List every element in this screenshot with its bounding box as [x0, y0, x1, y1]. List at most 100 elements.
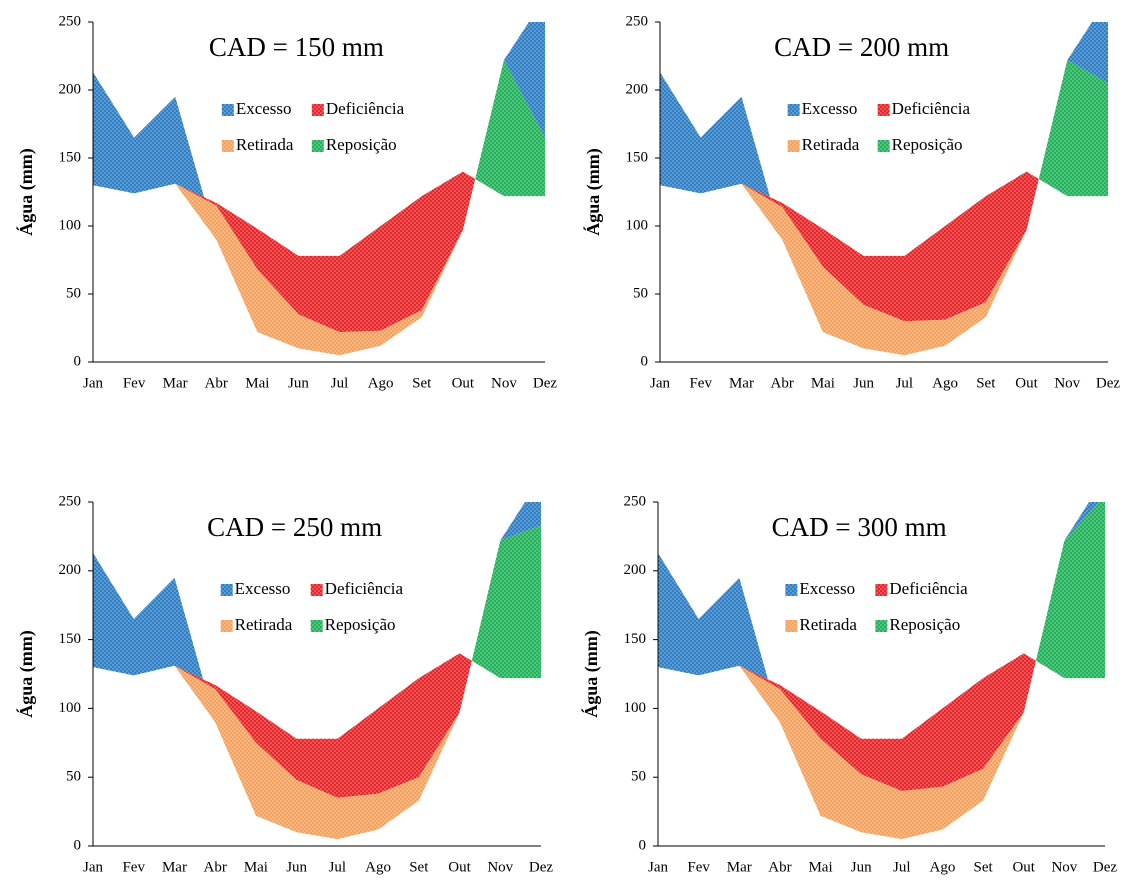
area-0 — [503, 22, 545, 138]
x-tick-label: Ago — [365, 859, 391, 875]
x-tick-label: Fev — [122, 859, 145, 875]
legend-swatch — [311, 140, 324, 152]
y-axis-label: Água (mm) — [582, 148, 604, 236]
legend-swatch — [220, 584, 233, 596]
legend-swatch — [877, 104, 890, 116]
y-tick-label: 100 — [624, 700, 647, 716]
x-tick-label: Out — [1015, 375, 1038, 391]
chart-panel: 0 50 100 150 200 250 Jan Fev Mar Abr Mai Jun Jul Ago S… — [580, 493, 1117, 875]
y-tick-label: 0 — [639, 837, 647, 853]
legend-label: Deficiência — [326, 99, 405, 118]
y-tick-label: 250 — [626, 13, 649, 29]
legend-swatch — [785, 620, 798, 632]
legend-swatch — [785, 584, 798, 596]
y-tick-label: 100 — [59, 217, 82, 233]
x-tick-label: Mar — [163, 375, 188, 391]
chart-panel: 0 50 100 150 200 250 Jan Fev Mar Abr Mai Jun Jul Ago S… — [15, 493, 553, 875]
y-axis-label: Água (mm) — [15, 630, 37, 718]
x-tick-label: Set — [412, 375, 432, 391]
x-tick-label: Mai — [245, 375, 269, 391]
area-1 — [739, 653, 1036, 791]
legend-swatch — [787, 140, 800, 152]
chart-title: CAD = 300 mm — [772, 512, 947, 542]
chart-title: CAD = 250 mm — [207, 512, 382, 542]
y-tick-label: 150 — [626, 149, 649, 165]
legend-label: Reposição — [326, 135, 397, 154]
x-tick-label: Jan — [83, 859, 103, 875]
x-tick-label: Jun — [853, 375, 874, 391]
y-axis-label: Água (mm) — [15, 148, 37, 236]
legend-swatch — [221, 104, 234, 116]
y-tick-label: 50 — [66, 285, 81, 301]
legend-label: Retirada — [235, 615, 293, 634]
x-tick-label: Jun — [851, 859, 872, 875]
chart-title: CAD = 150 mm — [209, 32, 384, 62]
area-2 — [739, 665, 1024, 840]
area-3 — [475, 60, 545, 197]
x-tick-label: Nov — [1051, 859, 1077, 875]
legend-label: Reposição — [889, 615, 960, 634]
y-tick-label: 150 — [624, 631, 647, 647]
x-tick-label: Dez — [533, 375, 557, 391]
area-0 — [1064, 502, 1099, 541]
area-0 — [500, 502, 541, 541]
area-2 — [175, 183, 463, 356]
x-tick-label: Out — [1012, 859, 1035, 875]
x-tick-label: Abr — [204, 859, 227, 875]
x-tick-label: Jul — [331, 375, 349, 391]
x-tick-label: Jul — [893, 859, 911, 875]
x-tick-label: Mar — [729, 375, 754, 391]
y-axis-label: Água (mm) — [580, 630, 602, 718]
y-tick-label: 0 — [74, 353, 82, 369]
x-tick-label: Abr — [205, 375, 228, 391]
legend-swatch — [787, 104, 800, 116]
area-1 — [174, 653, 472, 798]
y-tick-label: 200 — [59, 81, 82, 97]
area-0 — [660, 72, 771, 198]
x-tick-label: Fev — [689, 375, 712, 391]
x-tick-label: Jun — [288, 375, 309, 391]
x-tick-label: Out — [448, 859, 471, 875]
chart-panel: 0 50 100 150 200 250 Jan Fev Mar Abr Mai Jun Jul Ago S… — [582, 13, 1120, 391]
chart-panel: 0 50 100 150 200 250 Jan Fev Mar Abr Mai Jun Jul Ago S… — [15, 13, 557, 391]
x-tick-label: Dez — [1096, 375, 1120, 391]
x-tick-label: Set — [409, 859, 429, 875]
y-tick-label: 50 — [633, 285, 648, 301]
y-tick-label: 200 — [59, 562, 82, 578]
legend-swatch — [875, 584, 888, 596]
x-tick-label: Mar — [162, 859, 187, 875]
legend-swatch — [310, 584, 323, 596]
y-tick-label: 100 — [626, 217, 649, 233]
x-tick-label: Jun — [286, 859, 307, 875]
area-1 — [175, 171, 476, 333]
x-tick-label: Nov — [1054, 375, 1080, 391]
x-tick-label: Set — [974, 859, 994, 875]
x-tick-label: Nov — [487, 859, 513, 875]
legend-label: Excesso — [235, 579, 291, 598]
x-tick-label: Ago — [932, 375, 958, 391]
legend-swatch — [877, 140, 890, 152]
area-0 — [93, 552, 204, 680]
y-tick-label: 250 — [59, 493, 82, 509]
area-0 — [1067, 22, 1108, 84]
x-tick-label: Out — [452, 375, 475, 391]
area-1 — [741, 171, 1039, 322]
legend-label: Deficiência — [889, 579, 968, 598]
x-tick-label: Abr — [771, 375, 794, 391]
legend-swatch — [221, 140, 234, 152]
legend-label: Reposição — [325, 615, 396, 634]
y-tick-label: 100 — [59, 700, 82, 716]
legend-label: Retirada — [799, 615, 857, 634]
legend-label: Excesso — [802, 99, 858, 118]
legend-label: Excesso — [799, 579, 855, 598]
area-2 — [741, 183, 1027, 356]
area-3 — [471, 525, 541, 679]
x-tick-label: Ago — [930, 859, 956, 875]
legend-label: Reposição — [892, 135, 963, 154]
area-0 — [658, 552, 768, 680]
area-0 — [93, 72, 205, 198]
y-tick-label: 150 — [59, 631, 82, 647]
legend-swatch — [310, 620, 323, 632]
x-tick-label: Dez — [529, 859, 553, 875]
